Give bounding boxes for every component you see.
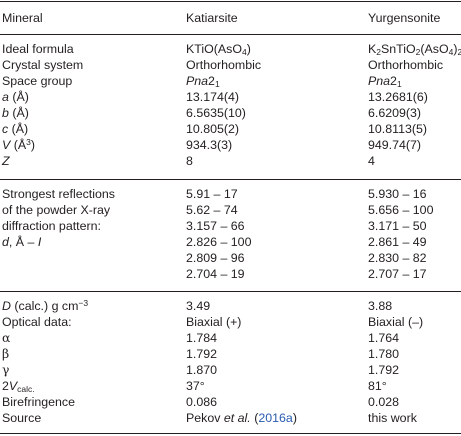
yurgensonite-reflection: 5.930 – 16 — [368, 187, 427, 201]
katiarsite-b: 6.5635(10) — [186, 106, 246, 120]
section-rule-2 — [0, 291, 461, 292]
row-z: Z 8 4 — [0, 153, 461, 169]
yurgensonite-b: 6.6209(3) — [368, 106, 422, 120]
katiarsite-crystal-system: Orthorhombic — [186, 58, 262, 72]
katiarsite-alpha: 1.784 — [186, 331, 218, 345]
row-c: c (Å) 10.805(2) 10.8113(5) — [0, 121, 461, 137]
katiarsite-space-group: Pna21 — [186, 74, 220, 89]
katiarsite-reflection: 2.809 – 96 — [186, 251, 245, 265]
row-optical: Optical data: Biaxial (+) Biaxial (–) — [0, 314, 461, 330]
row-v: V (Å3) 934.3(3) 949.74(7) — [0, 137, 461, 153]
yurgensonite-v: 949.74(7) — [368, 138, 422, 152]
label-space-group: Space group — [2, 74, 73, 88]
header-yurgensonite: Yurgensonite — [368, 11, 441, 25]
label-z: Z — [2, 154, 10, 168]
header-row: Mineral Katiarsite Yurgensonite — [0, 10, 461, 26]
row-gamma: γ 1.870 1.792 — [0, 362, 461, 378]
row-reflection-2: of the powder X-ray 5.62 – 74 5.656 – 10… — [0, 202, 461, 218]
yurgensonite-reflection: 5.656 – 100 — [368, 203, 434, 217]
yurgensonite-reflection: 2.707 – 17 — [368, 267, 427, 281]
katiarsite-reflection: 3.157 – 66 — [186, 219, 245, 233]
row-space-group: Space group Pna21 Pna21 — [0, 73, 461, 89]
katiarsite-source: Pekov et al. (2016a) — [186, 411, 297, 425]
label-b: b (Å) — [2, 106, 29, 120]
top-rule — [0, 1, 461, 3]
katiarsite-v: 934.3(3) — [186, 138, 233, 152]
row-density: D (calc.) g cm−3 3.49 3.88 — [0, 298, 461, 314]
label-reflections-line-2: of the powder X-ray — [2, 203, 111, 217]
katiarsite-reflection: 2.826 – 100 — [186, 235, 252, 249]
row-birefringence: Birefringence 0.086 0.028 — [0, 394, 461, 410]
row-ideal-formula: Ideal formula KTiO(AsO4) K2SnTiO2(AsO4)2 — [0, 41, 461, 57]
row-beta: β 1.792 1.780 — [0, 346, 461, 362]
katiarsite-density: 3.49 — [186, 299, 211, 313]
header-mineral: Mineral — [2, 11, 43, 25]
katiarsite-beta: 1.792 — [186, 347, 218, 361]
section-rule-1 — [0, 179, 461, 180]
yurgensonite-source: this work — [368, 411, 417, 425]
row-2v: 2Vcalc. 37° 81° — [0, 378, 461, 394]
row-reflection-5: 2.809 – 96 2.830 – 82 — [0, 250, 461, 266]
label-2v: 2Vcalc. — [2, 379, 35, 394]
label-reflections-line-4: d, Å – I — [2, 235, 42, 249]
yurgensonite-crystal-system: Orthorhombic — [368, 58, 444, 72]
label-source: Source — [2, 411, 42, 425]
katiarsite-birefringence: 0.086 — [186, 395, 218, 409]
yurgensonite-space-group: Pna21 — [368, 74, 402, 89]
yurgensonite-gamma: 1.792 — [368, 363, 400, 377]
yurgensonite-2v: 81° — [368, 379, 387, 393]
yurgensonite-density: 3.88 — [368, 299, 393, 313]
yurgensonite-reflection: 3.171 – 50 — [368, 219, 427, 233]
yurgensonite-a: 13.2681(6) — [368, 90, 428, 104]
yurgensonite-alpha: 1.764 — [368, 331, 400, 345]
header-katiarsite: Katiarsite — [186, 11, 238, 25]
label-ideal-formula: Ideal formula — [2, 42, 74, 56]
yurgensonite-birefringence: 0.028 — [368, 395, 400, 409]
katiarsite-reflection: 5.91 – 17 — [186, 187, 238, 201]
label-beta: β — [2, 346, 10, 361]
katiarsite-reflection: 2.704 – 19 — [186, 267, 245, 281]
bottom-rule — [0, 433, 461, 435]
row-reflection-6: 2.704 – 19 2.707 – 17 — [0, 266, 461, 282]
row-crystal-system: Crystal system Orthorhombic Orthorhombic — [0, 57, 461, 73]
label-v: V (Å3) — [2, 137, 35, 152]
katiarsite-gamma: 1.870 — [186, 363, 218, 377]
katiarsite-2v: 37° — [186, 379, 205, 393]
label-alpha: α — [2, 330, 11, 345]
katiarsite-formula: KTiO(AsO4) — [186, 42, 251, 57]
yurgensonite-formula: K2SnTiO2(AsO4)2 — [368, 42, 461, 57]
label-gamma: γ — [2, 362, 10, 377]
katiarsite-c: 10.805(2) — [186, 122, 240, 136]
katiarsite-optical: Biaxial (+) — [186, 315, 242, 329]
label-optical: Optical data: — [2, 315, 72, 329]
yurgensonite-c: 10.8113(5) — [368, 122, 428, 136]
label-reflections-line-1: Strongest reflections — [2, 187, 115, 201]
label-a: a (Å) — [2, 90, 29, 104]
katiarsite-a: 13.174(4) — [186, 90, 240, 104]
reference-link[interactable]: 2016a — [258, 411, 293, 425]
katiarsite-reflection: 5.62 – 74 — [186, 203, 238, 217]
label-birefringence: Birefringence — [2, 395, 76, 409]
row-source: Source Pekov et al. (2016a) this work — [0, 410, 461, 426]
label-crystal-system: Crystal system — [2, 58, 84, 72]
yurgensonite-optical: Biaxial (–) — [368, 315, 424, 329]
yurgensonite-reflection: 2.861 – 49 — [368, 235, 427, 249]
row-b: b (Å) 6.5635(10) 6.6209(3) — [0, 105, 461, 121]
yurgensonite-z: 4 — [368, 154, 375, 168]
row-reflection-4: d, Å – I 2.826 – 100 2.861 – 49 — [0, 234, 461, 250]
label-reflections-line-3: diffraction pattern: — [2, 219, 101, 233]
katiarsite-z: 8 — [186, 154, 193, 168]
row-reflection-3: diffraction pattern: 3.157 – 66 3.171 – … — [0, 218, 461, 234]
label-density: D (calc.) g cm−3 — [2, 298, 89, 313]
yurgensonite-beta: 1.780 — [368, 347, 400, 361]
row-a: a (Å) 13.174(4) 13.2681(6) — [0, 89, 461, 105]
header-rule — [0, 34, 461, 35]
yurgensonite-reflection: 2.830 – 82 — [368, 251, 427, 265]
label-c: c (Å) — [2, 122, 29, 136]
row-alpha: α 1.784 1.764 — [0, 330, 461, 346]
row-reflection-1: Strongest reflections 5.91 – 17 5.930 – … — [0, 186, 461, 202]
